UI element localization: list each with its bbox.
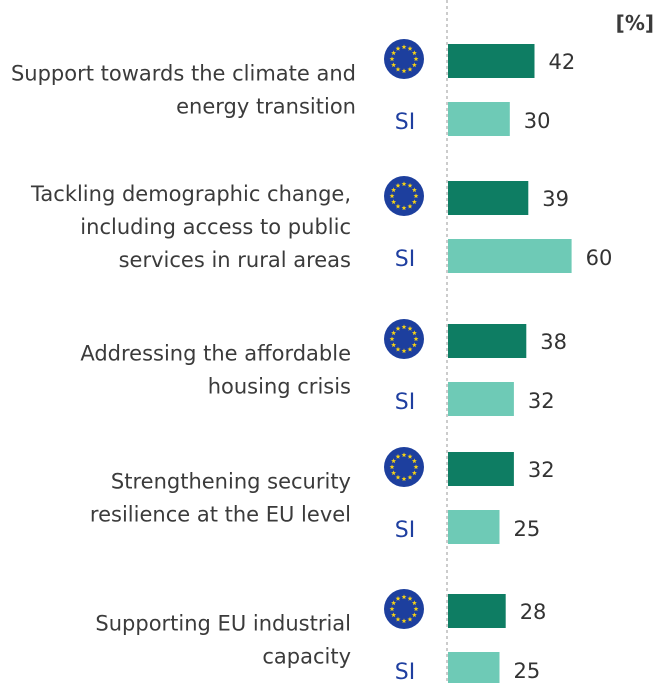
si-value-label: 25 xyxy=(514,517,541,541)
category-label: Tackling demographic change, xyxy=(30,182,351,206)
si-value-label: 32 xyxy=(528,389,555,413)
bar-group: Supporting EU industrial capacity 28 25 SI xyxy=(95,594,546,683)
eu-flag-icon xyxy=(384,447,424,487)
si-value-label: 60 xyxy=(586,246,613,270)
eu-value-label: 32 xyxy=(528,458,555,482)
eu-flag-icon xyxy=(384,176,424,216)
category-label: Strengthening security xyxy=(111,470,351,494)
si-bar xyxy=(448,652,500,683)
unit-label: [%] xyxy=(616,11,654,35)
si-bar xyxy=(448,510,500,544)
category-label: capacity xyxy=(262,645,351,669)
si-bar xyxy=(448,102,510,136)
bar-group: Tackling demographic change, including ac… xyxy=(30,181,612,273)
eu-flag-icon xyxy=(384,39,424,79)
eu-bar xyxy=(448,594,506,628)
eu-value-label: 38 xyxy=(540,330,567,354)
si-series-label: SI xyxy=(395,247,415,272)
bar-group: Support towards the climate and energy tr… xyxy=(11,44,575,136)
eu-value-label: 42 xyxy=(549,50,576,74)
si-value-label: 25 xyxy=(514,659,541,683)
bar-group: Addressing the affordable housing crisis 3… xyxy=(80,324,567,416)
category-label: services in rural areas xyxy=(119,248,351,272)
eu-value-label: 39 xyxy=(542,187,569,211)
category-label: Supporting EU industrial xyxy=(95,612,351,636)
si-series-label: SI xyxy=(395,660,415,683)
si-bar xyxy=(448,239,572,273)
si-series-label: SI xyxy=(395,518,415,543)
eu-bar xyxy=(448,452,514,486)
bar-group: Strengthening security resilience at the … xyxy=(90,452,555,544)
eu-flag-icon xyxy=(384,589,424,629)
category-label: Support towards the climate and xyxy=(11,62,356,86)
si-series-label: SI xyxy=(395,110,415,135)
si-value-label: 30 xyxy=(524,109,551,133)
eu-bar xyxy=(448,324,527,358)
eu-flag-icon xyxy=(384,319,424,359)
si-bar xyxy=(448,382,514,416)
eu-bar xyxy=(448,181,529,215)
category-label: housing crisis xyxy=(208,375,351,399)
si-series-label: SI xyxy=(395,390,415,415)
category-label: Addressing the affordable xyxy=(80,342,351,366)
category-label: including access to public xyxy=(80,215,351,239)
eu-bar xyxy=(448,44,535,78)
eu-value-label: 28 xyxy=(520,600,547,624)
category-label: resilience at the EU level xyxy=(90,503,351,527)
category-label: energy transition xyxy=(176,95,356,119)
bar-groups: Support towards the climate and energy tr… xyxy=(11,39,612,683)
